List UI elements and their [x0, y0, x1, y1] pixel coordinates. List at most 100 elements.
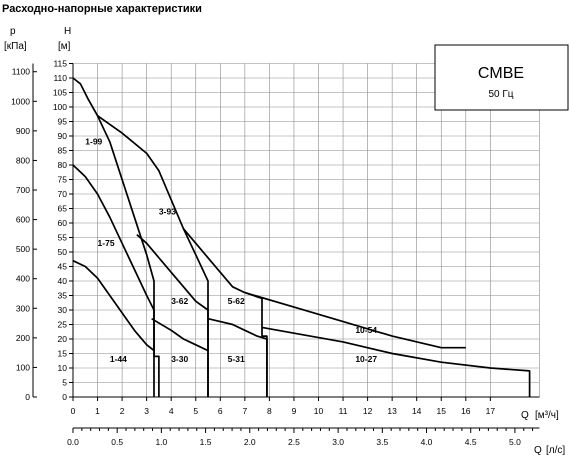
h-tick-label: 105 [53, 88, 67, 98]
curve-label-3-93: 3-93 [159, 206, 176, 216]
p-axis-unit: [кПа] [4, 41, 27, 52]
curve-label-3-30: 3-30 [171, 354, 188, 364]
p-tick-label: 800 [16, 155, 30, 165]
flow-m3h-axis: 0 1 2 3 4 5 6 7 8 9 10 11 12 13 14 15 16 17 [71, 396, 540, 416]
x2-tick-label: 4.5 [465, 437, 477, 447]
curve-3-93 [97, 115, 209, 397]
x2-tick-label: 0.5 [111, 437, 123, 447]
curve-label-1-75: 1-75 [98, 238, 115, 248]
x-tick-label: 10 [314, 406, 324, 416]
curve-label-1-99: 1-99 [85, 137, 102, 147]
h-tick-label: 115 [53, 59, 67, 69]
curve-label-10-27: 10-27 [355, 354, 377, 364]
curve-labels: 1-99 1-75 1-44 3-93 3-62 3-30 5-62 5-31 10-54 10-… [85, 137, 377, 365]
h-tick-label: 45 [58, 262, 68, 272]
p-tick-label: 900 [16, 126, 30, 136]
h-tick-label: 25 [58, 320, 68, 330]
h-tick-label: 90 [58, 131, 68, 141]
h-tick-label: 50 [58, 247, 68, 257]
curve-1-44 [72, 259, 155, 352]
h-tick-label: 35 [58, 291, 68, 301]
p-axis-label: p [10, 26, 16, 37]
h-tick-label: 70 [58, 189, 68, 199]
x2-tick-label: 2.0 [244, 437, 256, 447]
curve-1-75 [72, 164, 155, 397]
p-tick-label: 100 [16, 362, 30, 372]
h-tick-label: 15 [58, 349, 68, 359]
head-axis: 0 5 10 15 20 25 30 35 40 45 50 55 60 65 70 75 80 85 90 95 10… [53, 59, 74, 402]
x2-axis-unit: [л/с] [546, 445, 565, 456]
h-tick-label: 20 [58, 334, 68, 344]
h-tick-label: 10 [58, 363, 68, 373]
x2-tick-label: 4.0 [421, 437, 433, 447]
chart-title: Расходно-напорные характеристики [2, 3, 202, 15]
h-tick-label: 5 [62, 378, 67, 388]
x-tick-label: 6 [218, 406, 223, 416]
pressure-axis: 0 100 200 300 400 500 600 700 800 900 1000 1100 [11, 63, 37, 402]
model-frequency: 50 Гц [488, 89, 513, 100]
x-axis-label: Q [521, 410, 529, 421]
x2-tick-label: 3.0 [332, 437, 344, 447]
x-tick-label: 0 [71, 406, 76, 416]
h-tick-label: 110 [53, 73, 67, 83]
p-tick-label: 500 [16, 244, 30, 254]
curve-label-1-44: 1-44 [110, 354, 127, 364]
x-tick-label: 13 [387, 406, 397, 416]
x2-tick-label: 2.5 [288, 437, 300, 447]
x-tick-label: 9 [292, 406, 297, 416]
h-tick-label: 30 [58, 305, 68, 315]
x2-tick-label: 0.0 [67, 437, 79, 447]
model-name: CMBE [478, 65, 524, 82]
x2-tick-label: 1.0 [155, 437, 167, 447]
h-axis-label: H [64, 26, 71, 37]
curve-3-30 [151, 317, 209, 352]
x2-tick-label: 5.0 [509, 437, 521, 447]
p-tick-label: 300 [16, 303, 30, 313]
x-tick-label: 12 [363, 406, 373, 416]
x-tick-label: 15 [437, 406, 447, 416]
h-tick-label: 60 [58, 218, 68, 228]
curve-3-62 [136, 233, 209, 397]
curve-label-3-62: 3-62 [171, 296, 188, 306]
x-tick-label: 4 [169, 406, 174, 416]
x-tick-label: 11 [339, 406, 348, 416]
x-tick-label: 17 [486, 406, 496, 416]
flow-ls-axis: 0.0 0.5 1.0 1.5 2.0 2.5 3.0 3.5 4.0 4.5 5.0 [67, 427, 540, 447]
h-axis-unit: [м] [58, 41, 71, 52]
h-tick-label: 80 [58, 160, 68, 170]
x-tick-label: 3 [144, 406, 149, 416]
curve-label-5-31: 5-31 [228, 354, 245, 364]
x-tick-label: 8 [267, 406, 272, 416]
h-tick-label: 55 [58, 233, 68, 243]
x2-axis-label: Q [534, 445, 542, 456]
p-tick-label: 0 [25, 392, 30, 402]
curve-5-62 [182, 228, 268, 397]
h-tick-label: 75 [58, 175, 68, 185]
x2-tick-label: 1.5 [200, 437, 212, 447]
p-tick-label: 400 [16, 274, 30, 284]
model-box [434, 44, 569, 111]
x-tick-label: 16 [461, 406, 471, 416]
h-tick-label: 95 [58, 117, 68, 127]
h-tick-label: 0 [62, 392, 67, 402]
x2-tick-label: 3.5 [376, 437, 388, 447]
x-tick-label: 7 [242, 406, 247, 416]
p-tick-label: 200 [16, 333, 30, 343]
curve-5-31 [207, 317, 268, 397]
x-tick-label: 5 [193, 406, 198, 416]
curve-label-5-62: 5-62 [228, 296, 245, 306]
p-tick-label: 1100 [12, 67, 31, 77]
x-tick-label: 1 [95, 406, 100, 416]
grid [72, 63, 540, 398]
x-tick-label: 2 [120, 406, 125, 416]
h-tick-label: 65 [58, 204, 68, 214]
p-tick-label: 600 [16, 215, 30, 225]
p-tick-label: 700 [16, 185, 30, 195]
curve-label-10-54: 10-54 [355, 325, 377, 335]
x-tick-label: 14 [412, 406, 422, 416]
h-tick-label: 40 [58, 276, 68, 286]
curves [72, 77, 531, 397]
h-tick-label: 85 [58, 146, 68, 156]
curve-10-27 [261, 326, 531, 397]
